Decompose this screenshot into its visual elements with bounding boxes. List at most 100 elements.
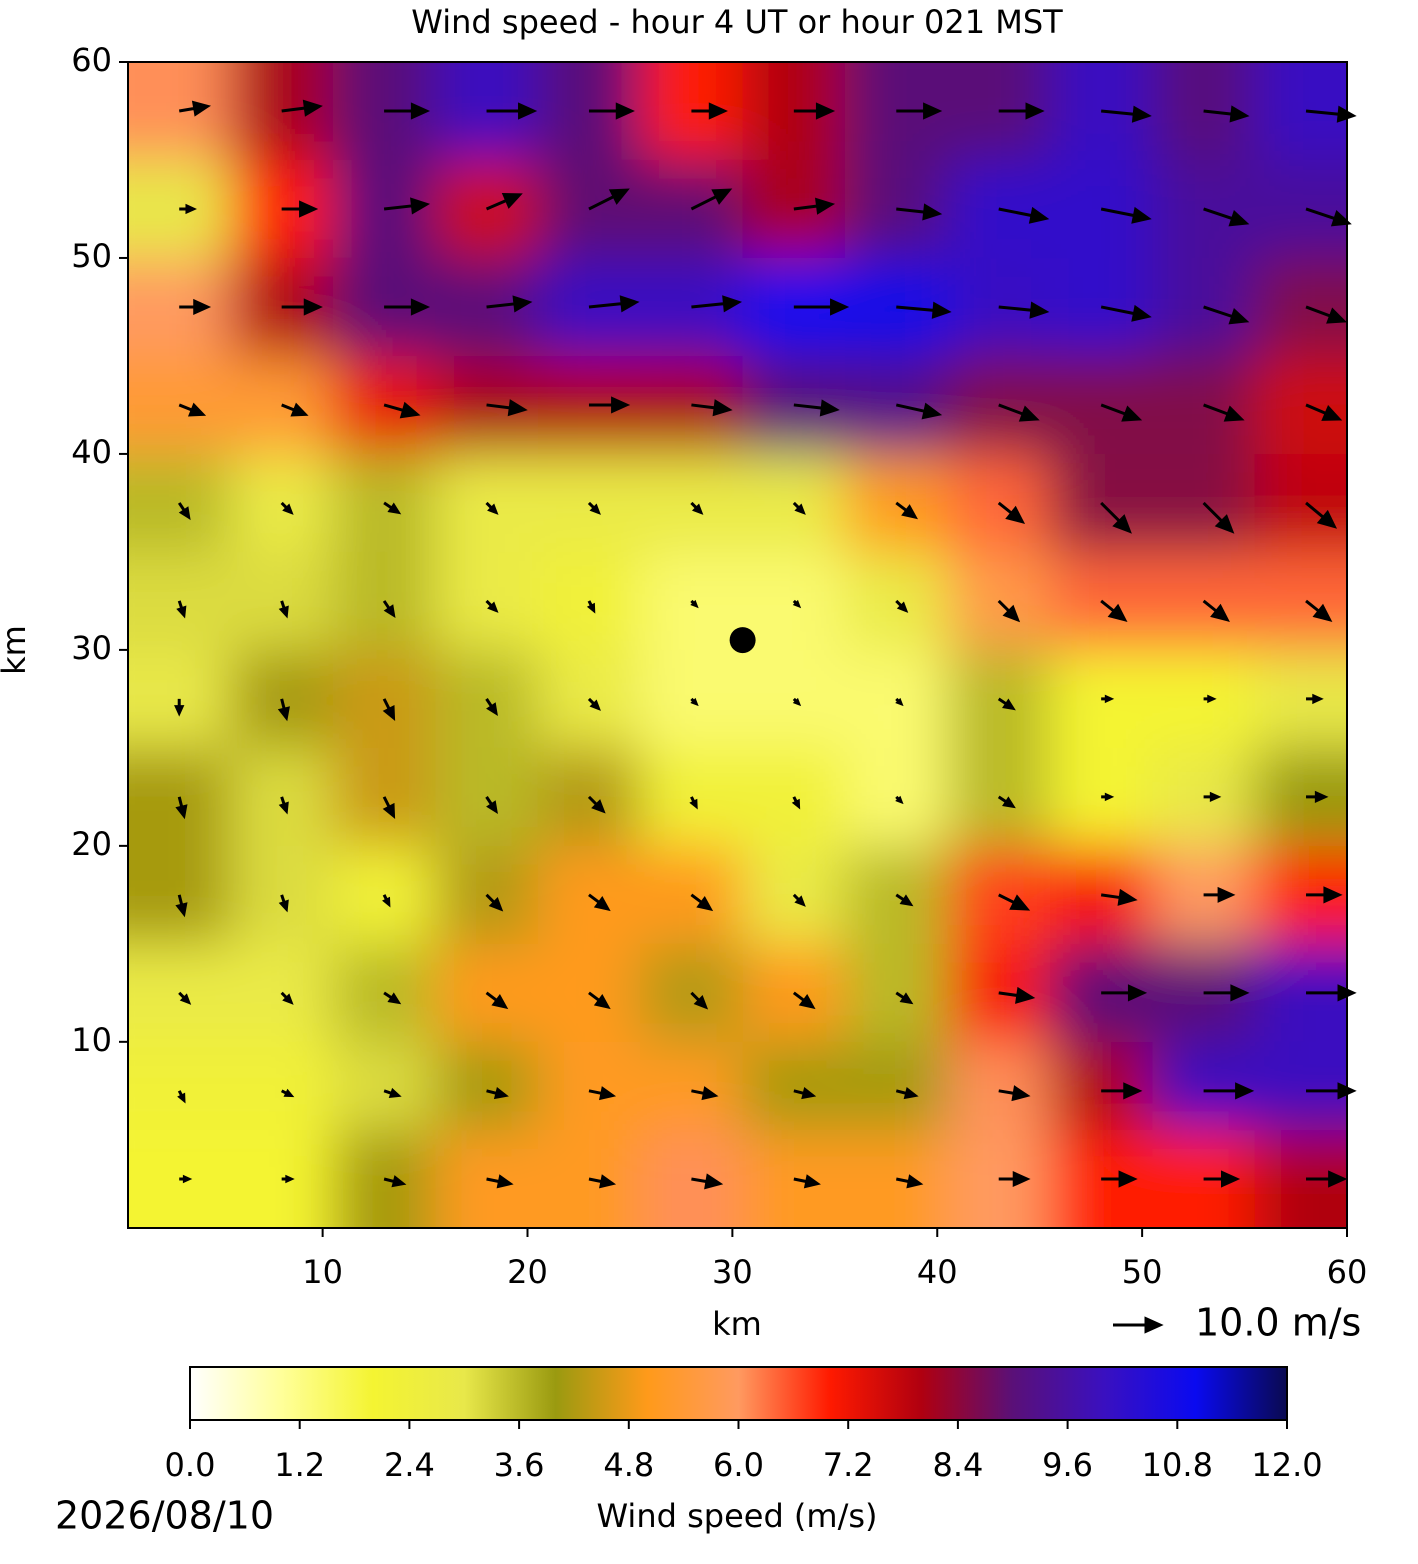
wind-arrow (792, 991, 816, 1010)
wind-arrow (587, 501, 601, 515)
wind-arrow (792, 893, 806, 907)
wind-arrow (281, 1174, 295, 1184)
wind-arrow (383, 401, 421, 419)
wind-arrow (792, 599, 802, 609)
heatmap-cell (230, 62, 334, 161)
colorbar (189, 1366, 1288, 1421)
heatmap-cell (1254, 649, 1347, 749)
wind-arrow (690, 188, 733, 211)
wind-arrow (175, 894, 188, 918)
y-tick-label: 40 (71, 433, 112, 471)
wind-arrow (1203, 984, 1250, 1002)
wind-arrow (486, 1174, 514, 1189)
wind-arrow (997, 697, 1016, 711)
colorbar-tick-label: 8.4 (932, 1446, 983, 1484)
wind-arrow (1203, 1082, 1255, 1100)
wind-arrow (895, 599, 909, 613)
heatmap-cell (1152, 62, 1256, 161)
wind-arrow (178, 100, 212, 117)
wind-arrow (689, 796, 698, 810)
wind-arrow (281, 99, 323, 117)
y-tick-label: 20 (71, 825, 112, 863)
wind-arrow (791, 796, 801, 810)
x-tick-label: 10 (302, 1253, 343, 1291)
heatmap-cell (1254, 355, 1347, 455)
quiver-key-arrow (1113, 1316, 1164, 1334)
wind-arrow (175, 796, 188, 820)
wind-arrow (1101, 792, 1115, 802)
wind-arrow (793, 1086, 817, 1100)
wind-arrow (382, 796, 396, 819)
x-tick-label: 40 (917, 1253, 958, 1291)
wind-arrow (997, 795, 1016, 809)
wind-arrow (691, 1173, 724, 1190)
heatmap-cell (1254, 62, 1347, 161)
y-axis-label: km (0, 625, 33, 675)
wind-arrow (1203, 403, 1245, 422)
wind-arrow (1100, 888, 1138, 906)
wind-arrow (1100, 304, 1152, 322)
heatmap-cell (1254, 747, 1347, 847)
wind-arrow (588, 295, 640, 313)
wind-arrow (1101, 694, 1115, 704)
wind-arrow (998, 1085, 1031, 1102)
wind-arrow (1202, 501, 1235, 534)
wind-arrow (179, 203, 197, 215)
wind-arrow (1100, 206, 1152, 224)
arrows (174, 99, 1357, 1190)
wind-arrow (1305, 599, 1333, 622)
wind-arrow (998, 102, 1045, 120)
wind-arrow (1305, 501, 1338, 529)
wind-arrow (588, 188, 630, 211)
wind-arrow (281, 402, 309, 417)
wind-arrow (1101, 984, 1148, 1002)
wind-arrow (998, 986, 1036, 1004)
wind-arrow (895, 1174, 924, 1189)
wind-arrow (384, 102, 431, 120)
heatmap-cell (128, 62, 232, 161)
wind-arrow (793, 298, 850, 316)
wind-arrow (998, 301, 1050, 319)
wind-arrow (691, 102, 728, 120)
wind-arrow (1203, 105, 1250, 123)
wind-arrow (179, 1174, 193, 1184)
wind-arrow (997, 599, 1021, 623)
wind-arrow (998, 893, 1031, 911)
wind-arrow (997, 501, 1026, 525)
wind-arrow (895, 893, 914, 907)
heatmap-cell (128, 1130, 232, 1228)
wind-arrow (895, 795, 904, 805)
colorbar-tick-label: 0.0 (165, 1446, 216, 1484)
heatmap-cell (537, 1130, 642, 1228)
wind-arrow (1305, 403, 1343, 421)
wind-arrow (383, 1175, 407, 1188)
x-tick-label: 20 (507, 1253, 548, 1291)
colorbar-tick-label: 3.6 (494, 1446, 545, 1484)
y-tick-label: 50 (71, 237, 112, 275)
y-tick-label: 10 (71, 1021, 112, 1059)
wind-arrow (587, 697, 601, 711)
wind-arrow (586, 600, 596, 614)
wind-arrow (1101, 105, 1152, 123)
wind-arrow (792, 501, 806, 515)
x-tick-label: 60 (1327, 1253, 1368, 1291)
wind-arrow (176, 600, 187, 619)
colorbar-tick-label: 1.2 (274, 1446, 325, 1484)
wind-arrow (998, 1170, 1031, 1188)
wind-arrow (281, 298, 323, 316)
wind-arrow (384, 298, 431, 316)
wind-arrow (1306, 790, 1329, 804)
colorbar-tick-label: 9.6 (1042, 1446, 1093, 1484)
wind-arrow (178, 402, 207, 417)
wind-arrow (793, 197, 836, 215)
wind-arrow (383, 197, 431, 215)
wind-arrow (1203, 1170, 1241, 1188)
wind-arrow (383, 1087, 402, 1098)
wind-arrow (485, 796, 498, 815)
wind-arrow (1101, 1082, 1143, 1100)
wind-arrow (383, 991, 402, 1005)
wind-arrow (485, 698, 498, 717)
wind-arrow (1306, 886, 1343, 904)
wind-arrow (1203, 886, 1236, 903)
wind-arrow (1203, 791, 1222, 803)
